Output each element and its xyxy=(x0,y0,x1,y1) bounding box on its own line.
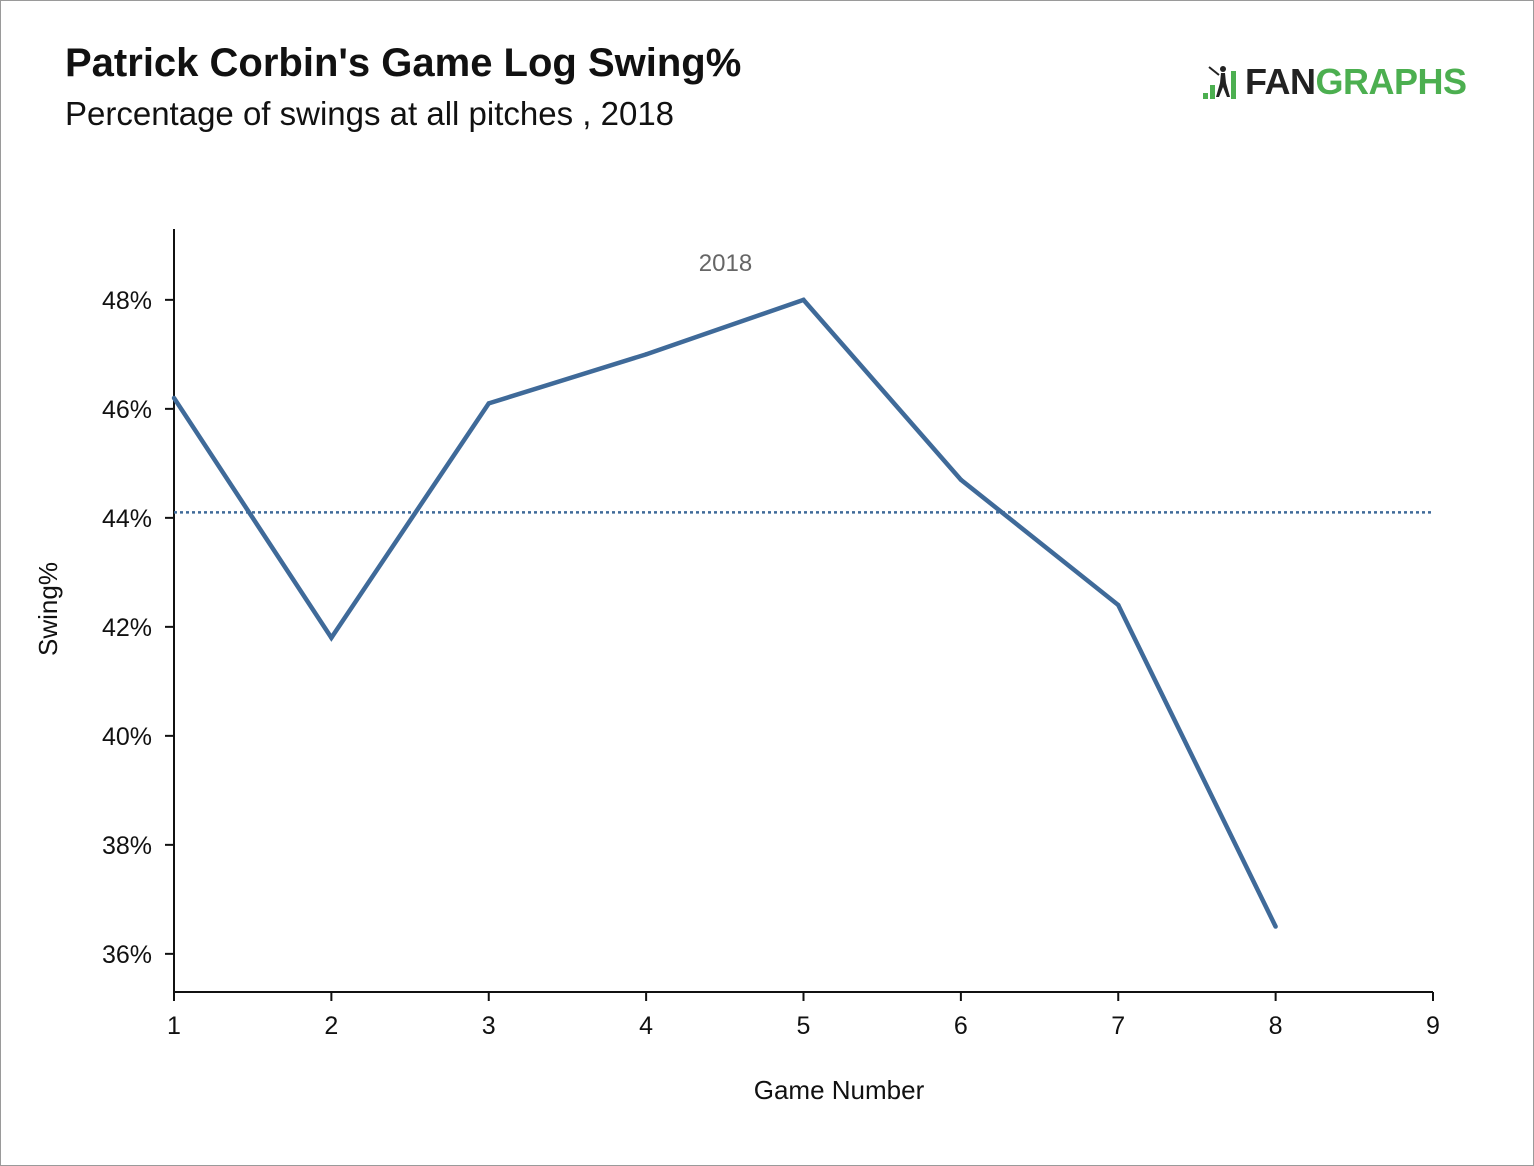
y-tick-label: 42% xyxy=(102,614,152,642)
data-point xyxy=(486,401,491,406)
fangraphs-batter-icon xyxy=(1203,66,1236,99)
series-line-2018 xyxy=(172,297,1278,928)
series-layer: 2018 xyxy=(171,250,1433,929)
fangraphs-logo: FAN GRAPHS xyxy=(1201,61,1467,103)
data-point xyxy=(1116,602,1121,608)
data-point xyxy=(643,352,649,357)
x-tick-label: 6 xyxy=(954,1012,968,1040)
chart-axes: 36% 38% 40% 42% 44% 46% 48% 1 2 3 4 5 6 7 8 9 xyxy=(102,229,1440,1040)
chart-subtitle: Percentage of swings at all pitches , 20… xyxy=(65,95,675,132)
data-point xyxy=(1273,924,1278,929)
x-tick-label: 2 xyxy=(324,1012,338,1040)
y-tick-label: 44% xyxy=(102,505,152,533)
x-tick-label: 7 xyxy=(1111,1012,1125,1040)
x-tick-label: 9 xyxy=(1426,1012,1440,1040)
x-tick-label: 8 xyxy=(1269,1012,1283,1040)
logo-text-graphs: GRAPHS xyxy=(1315,61,1468,102)
data-point xyxy=(801,297,806,303)
x-tick-label: 5 xyxy=(797,1012,811,1040)
series-label: 2018 xyxy=(699,250,752,277)
y-tick-label: 38% xyxy=(102,832,152,860)
logo-text-fan: FAN xyxy=(1245,61,1316,102)
y-tick-label: 36% xyxy=(102,941,152,969)
x-tick-label: 1 xyxy=(167,1012,181,1040)
data-point xyxy=(958,477,964,482)
chart-title: Patrick Corbin's Game Log Swing% xyxy=(65,41,742,85)
x-tick-label: 3 xyxy=(482,1012,496,1040)
data-point xyxy=(329,635,334,640)
data-point xyxy=(171,395,177,401)
x-tick-label: 4 xyxy=(639,1012,653,1040)
y-axis-title: Swing% xyxy=(33,562,63,656)
y-tick-label: 40% xyxy=(102,723,152,751)
x-axis-title: Game Number xyxy=(754,1075,925,1105)
y-tick-label: 48% xyxy=(102,287,152,315)
y-tick-label: 46% xyxy=(102,396,152,424)
